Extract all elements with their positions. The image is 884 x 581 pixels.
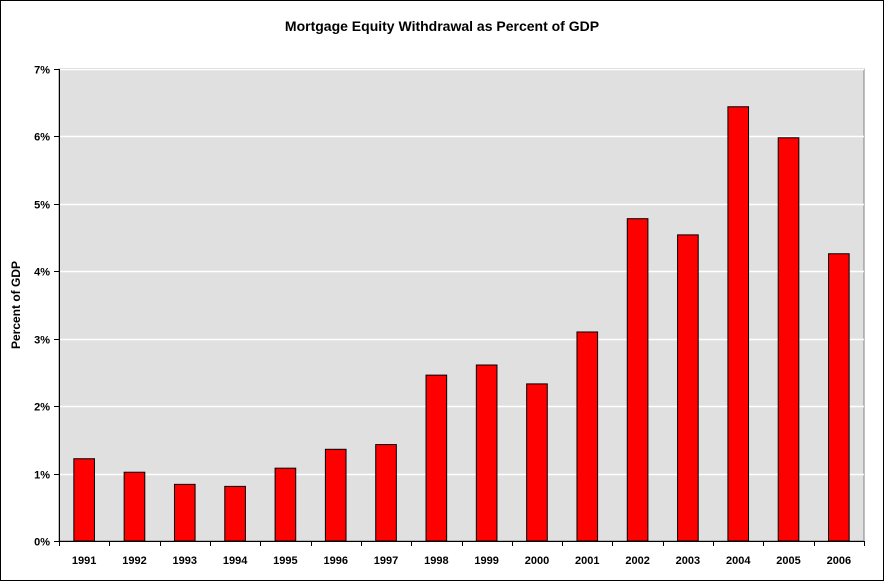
bar-2004 — [727, 106, 750, 542]
bar-1991 — [73, 458, 95, 542]
y-tick-label: 6% — [34, 132, 50, 144]
y-tick-label: 0% — [34, 537, 50, 549]
y-tick-label: 4% — [34, 267, 50, 279]
bar-2001 — [576, 331, 599, 542]
bar-2005 — [777, 137, 800, 542]
x-tick-label-2001: 2001 — [575, 555, 599, 567]
bar-2006 — [828, 253, 850, 542]
axes — [54, 69, 865, 546]
bar-1997 — [375, 444, 397, 542]
x-tick-label-1999: 1999 — [474, 555, 498, 567]
y-tick-label: 5% — [34, 200, 50, 212]
y-tick-label: 2% — [34, 402, 50, 414]
x-tick-labels: 1991 1992 1993 1994 1995 1996 1997 1998 1999 2000… — [72, 555, 851, 567]
bar-1996 — [324, 448, 347, 542]
x-tick-label-1995: 1995 — [273, 555, 297, 567]
bar-2000 — [526, 383, 548, 542]
bar-1999 — [475, 364, 498, 542]
x-tick-label-1996: 1996 — [323, 555, 347, 567]
y-tick-label: 3% — [34, 335, 50, 347]
bar-2002 — [626, 218, 649, 542]
y-tick-label: 1% — [34, 470, 50, 482]
x-tick-label-1992: 1992 — [122, 555, 146, 567]
bar-1994 — [224, 485, 246, 542]
y-axis-label: Percent of GDP — [9, 261, 23, 349]
x-tick-label-2000: 2000 — [525, 555, 549, 567]
x-tick-label-1997: 1997 — [374, 555, 398, 567]
bar-2003 — [677, 234, 699, 542]
x-tick-label-1993: 1993 — [173, 555, 197, 567]
x-tick-label-2002: 2002 — [625, 555, 649, 567]
x-tick-label-2006: 2006 — [827, 555, 851, 567]
x-tick-label-1998: 1998 — [424, 555, 448, 567]
x-tick-label-2004: 2004 — [726, 555, 751, 567]
x-tick-label-1991: 1991 — [72, 555, 96, 567]
bar-1998 — [425, 374, 448, 542]
x-tick-label-2003: 2003 — [676, 555, 700, 567]
y-tick-labels: 0% 1% 2% 3% 4% 5% 6% 7% — [34, 65, 50, 549]
x-tick-label-1994: 1994 — [223, 555, 248, 567]
bars — [73, 106, 850, 542]
x-tick-label-2005: 2005 — [776, 555, 800, 567]
bar-1995 — [274, 467, 297, 542]
bar-1992 — [123, 471, 146, 542]
chart-title: Mortgage Equity Withdrawal as Percent of… — [285, 18, 599, 34]
y-tick-label: 7% — [34, 65, 50, 77]
bar-1993 — [173, 483, 196, 542]
